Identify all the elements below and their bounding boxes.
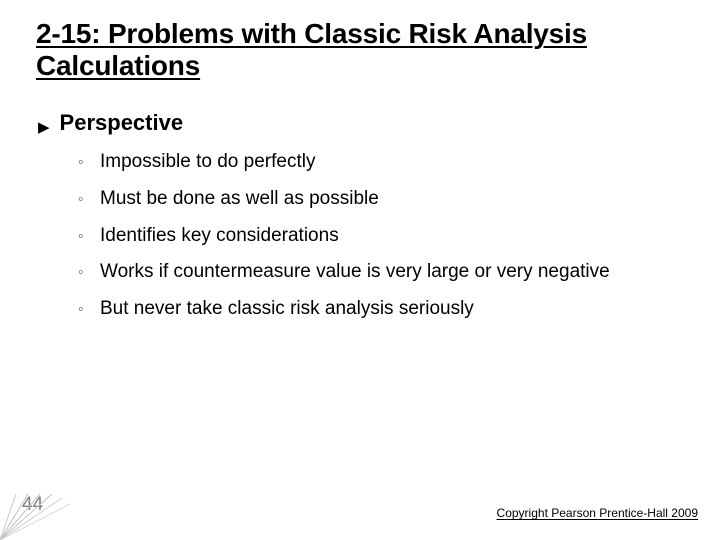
circle-icon: ◦ xyxy=(78,301,90,319)
bullet-text: Identifies key considerations xyxy=(100,224,339,249)
slide-title: 2-15: Problems with Classic Risk Analysi… xyxy=(36,18,684,82)
bullet-text: But never take classic risk analysis ser… xyxy=(100,297,474,322)
slide: 2-15: Problems with Classic Risk Analysi… xyxy=(0,0,720,540)
bullet-text: Works if countermeasure value is very la… xyxy=(100,260,610,285)
circle-icon: ◦ xyxy=(78,264,90,282)
bullet-text: Must be done as well as possible xyxy=(100,187,379,212)
triangle-icon: ▶ xyxy=(38,118,50,136)
copyright-text: Copyright Pearson Prentice-Hall 2009 xyxy=(497,506,698,520)
list-item: ◦ But never take classic risk analysis s… xyxy=(78,297,684,322)
page-number: 44 xyxy=(22,494,43,516)
section-label: Perspective xyxy=(60,110,184,136)
list-item: ◦ Identifies key considerations xyxy=(78,224,684,249)
bullet-text: Impossible to do perfectly xyxy=(100,150,315,175)
circle-icon: ◦ xyxy=(78,154,90,172)
circle-icon: ◦ xyxy=(78,191,90,209)
bullet-list: ◦ Impossible to do perfectly ◦ Must be d… xyxy=(78,150,684,321)
circle-icon: ◦ xyxy=(78,228,90,246)
list-item: ◦ Impossible to do perfectly xyxy=(78,150,684,175)
list-item: ◦ Works if countermeasure value is very … xyxy=(78,260,684,285)
list-item: ◦ Must be done as well as possible xyxy=(78,187,684,212)
section-heading: ▶ Perspective xyxy=(38,110,684,136)
